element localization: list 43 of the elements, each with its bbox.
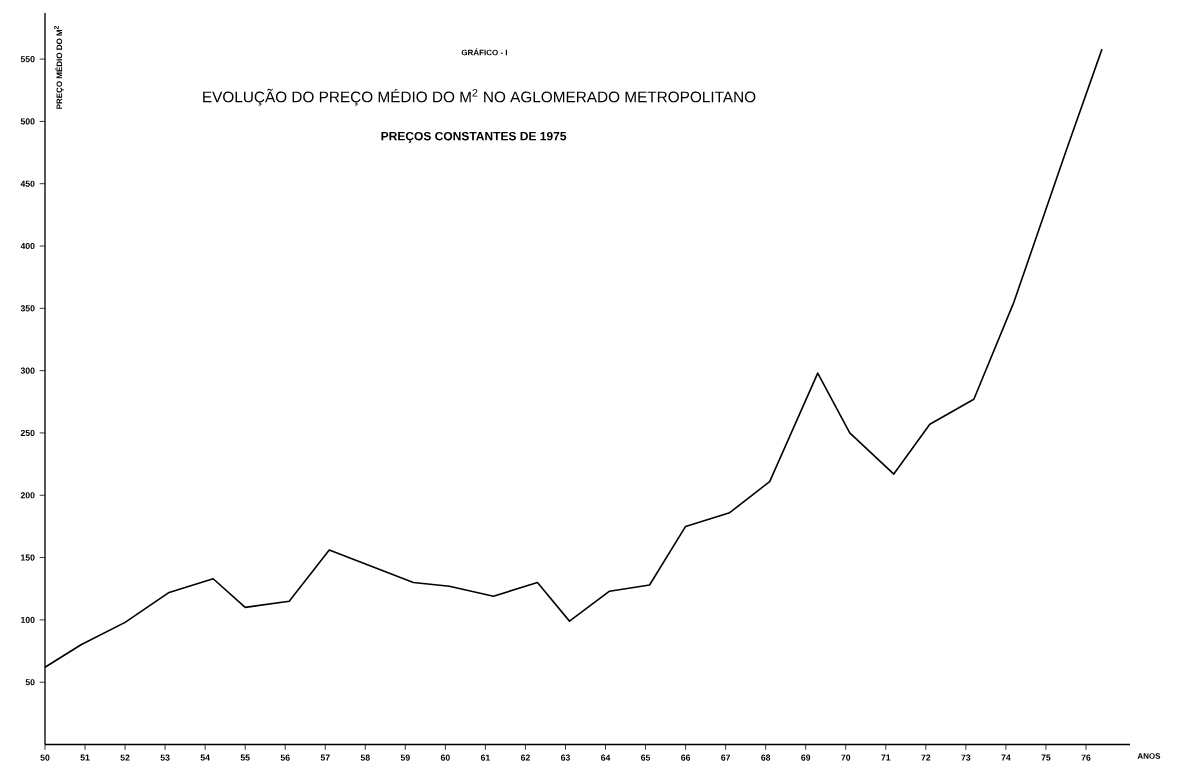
x-tick-label: 57 bbox=[320, 754, 330, 761]
text: PREÇOS CONSTANTES DE 1975 bbox=[381, 131, 567, 143]
x-tick-label: 63 bbox=[560, 754, 570, 761]
y-tick-label: 550 bbox=[20, 56, 35, 63]
y-tick-label: 200 bbox=[20, 492, 35, 499]
x-tick-label: 52 bbox=[120, 754, 130, 761]
x-tick-label: 70 bbox=[841, 754, 851, 761]
y-tick-label: 300 bbox=[20, 367, 35, 374]
x-tick-label: 71 bbox=[881, 754, 891, 761]
x-tick-label: 50 bbox=[40, 754, 50, 761]
y-tick-label: 450 bbox=[20, 180, 35, 187]
x-tick-label: 65 bbox=[641, 754, 651, 761]
y-tick-label: 350 bbox=[20, 305, 35, 312]
annotation: GRÁFICO - I bbox=[461, 48, 508, 56]
x-tick-label: 55 bbox=[240, 754, 250, 761]
x-tick-label: 59 bbox=[400, 754, 410, 761]
x-tick-label: 73 bbox=[961, 754, 971, 761]
y-tick-label: 100 bbox=[21, 616, 35, 623]
x-tick-label: 61 bbox=[480, 754, 490, 761]
x-tick-label: 60 bbox=[440, 754, 450, 761]
x-tick-label: 51 bbox=[80, 754, 90, 761]
text: EVOLUÇÃO DO PREÇO MÉDIO DO M$^{2}$ NO AGLOMERADO METROPOLITANO bbox=[203, 88, 756, 106]
x-tick-label: 66 bbox=[681, 754, 691, 761]
x-tick-label: 54 bbox=[200, 754, 210, 761]
x-tick-label: 62 bbox=[520, 754, 530, 761]
y-tick-label: 50 bbox=[25, 679, 35, 686]
x-tick-label: 53 bbox=[160, 754, 170, 761]
x-tick-label: 72 bbox=[921, 754, 931, 761]
x-axis-title: ANOS bbox=[1137, 753, 1161, 759]
y-axis-title: PREÇO MÉDIO DO M$^{2}$ bbox=[54, 25, 64, 109]
x-tick-label: 64 bbox=[601, 754, 611, 761]
x-tick-label: 67 bbox=[721, 754, 731, 761]
x-tick-label: 56 bbox=[280, 754, 290, 761]
x-tick-label: 74 bbox=[1001, 754, 1011, 761]
x-tick-label: 58 bbox=[360, 754, 370, 761]
x-tick-label: 75 bbox=[1041, 754, 1051, 761]
y-tick-label: 150 bbox=[21, 554, 35, 561]
x-tick-label: 68 bbox=[761, 754, 771, 761]
x-tick-label: 69 bbox=[801, 754, 811, 761]
y-tick-label: 400 bbox=[20, 242, 35, 250]
x-tick-label: 76 bbox=[1081, 754, 1091, 761]
y-tick-label: 250 bbox=[20, 429, 35, 437]
y-tick-label: 500 bbox=[20, 118, 35, 125]
